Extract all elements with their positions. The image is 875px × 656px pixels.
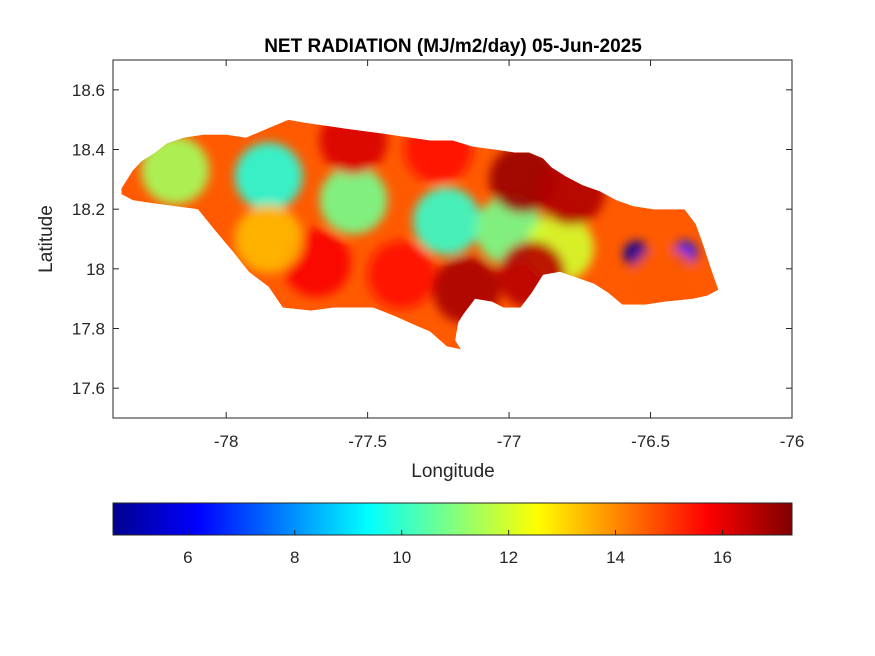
colorbar-tick-label: 14: [606, 548, 625, 567]
y-tick-label: 18.4: [72, 141, 105, 160]
x-axis-ticks: -78 -77.5 -77 -76.5 -76: [214, 60, 804, 451]
y-tick-label: 17.8: [72, 320, 105, 339]
colorbar-ticks: 6 8 10 12 14 16: [183, 530, 732, 567]
chart-title: NET RADIATION (MJ/m2/day) 05-Jun-2025: [264, 36, 642, 57]
colorbar: [112, 502, 793, 536]
x-tick-label: -78: [214, 432, 239, 451]
field-feature: [141, 136, 210, 205]
x-tick-label: -77.5: [348, 432, 387, 451]
x-tick-label: -76.5: [631, 432, 670, 451]
colorbar-tick-label: 12: [499, 548, 518, 567]
x-tick-label: -77: [497, 432, 522, 451]
y-tick-label: 18: [86, 260, 105, 279]
field-feature: [367, 240, 436, 309]
y-tick-label: 18.6: [72, 81, 105, 100]
field-feature: [630, 246, 699, 315]
colorbar-tick-label: 10: [392, 548, 411, 567]
y-tick-label: 18.2: [72, 200, 105, 219]
y-axis-label: Latitude: [36, 205, 57, 273]
colorbar-tick-label: 8: [290, 548, 299, 567]
field-feature: [412, 187, 481, 256]
colorbar-tick-label: 16: [713, 548, 732, 567]
x-tick-label: -76: [780, 432, 805, 451]
field-feature: [319, 166, 388, 235]
y-tick-label: 17.6: [72, 379, 105, 398]
colorbar-tick-label: 6: [183, 548, 192, 567]
field-feature: [234, 142, 303, 211]
field-feature: [234, 205, 303, 273]
x-axis-label: Longitude: [411, 461, 494, 482]
y-axis-ticks: 17.6 17.8 18 18.2 18.4 18.6: [72, 81, 792, 398]
radiation-field: [121, 119, 719, 350]
